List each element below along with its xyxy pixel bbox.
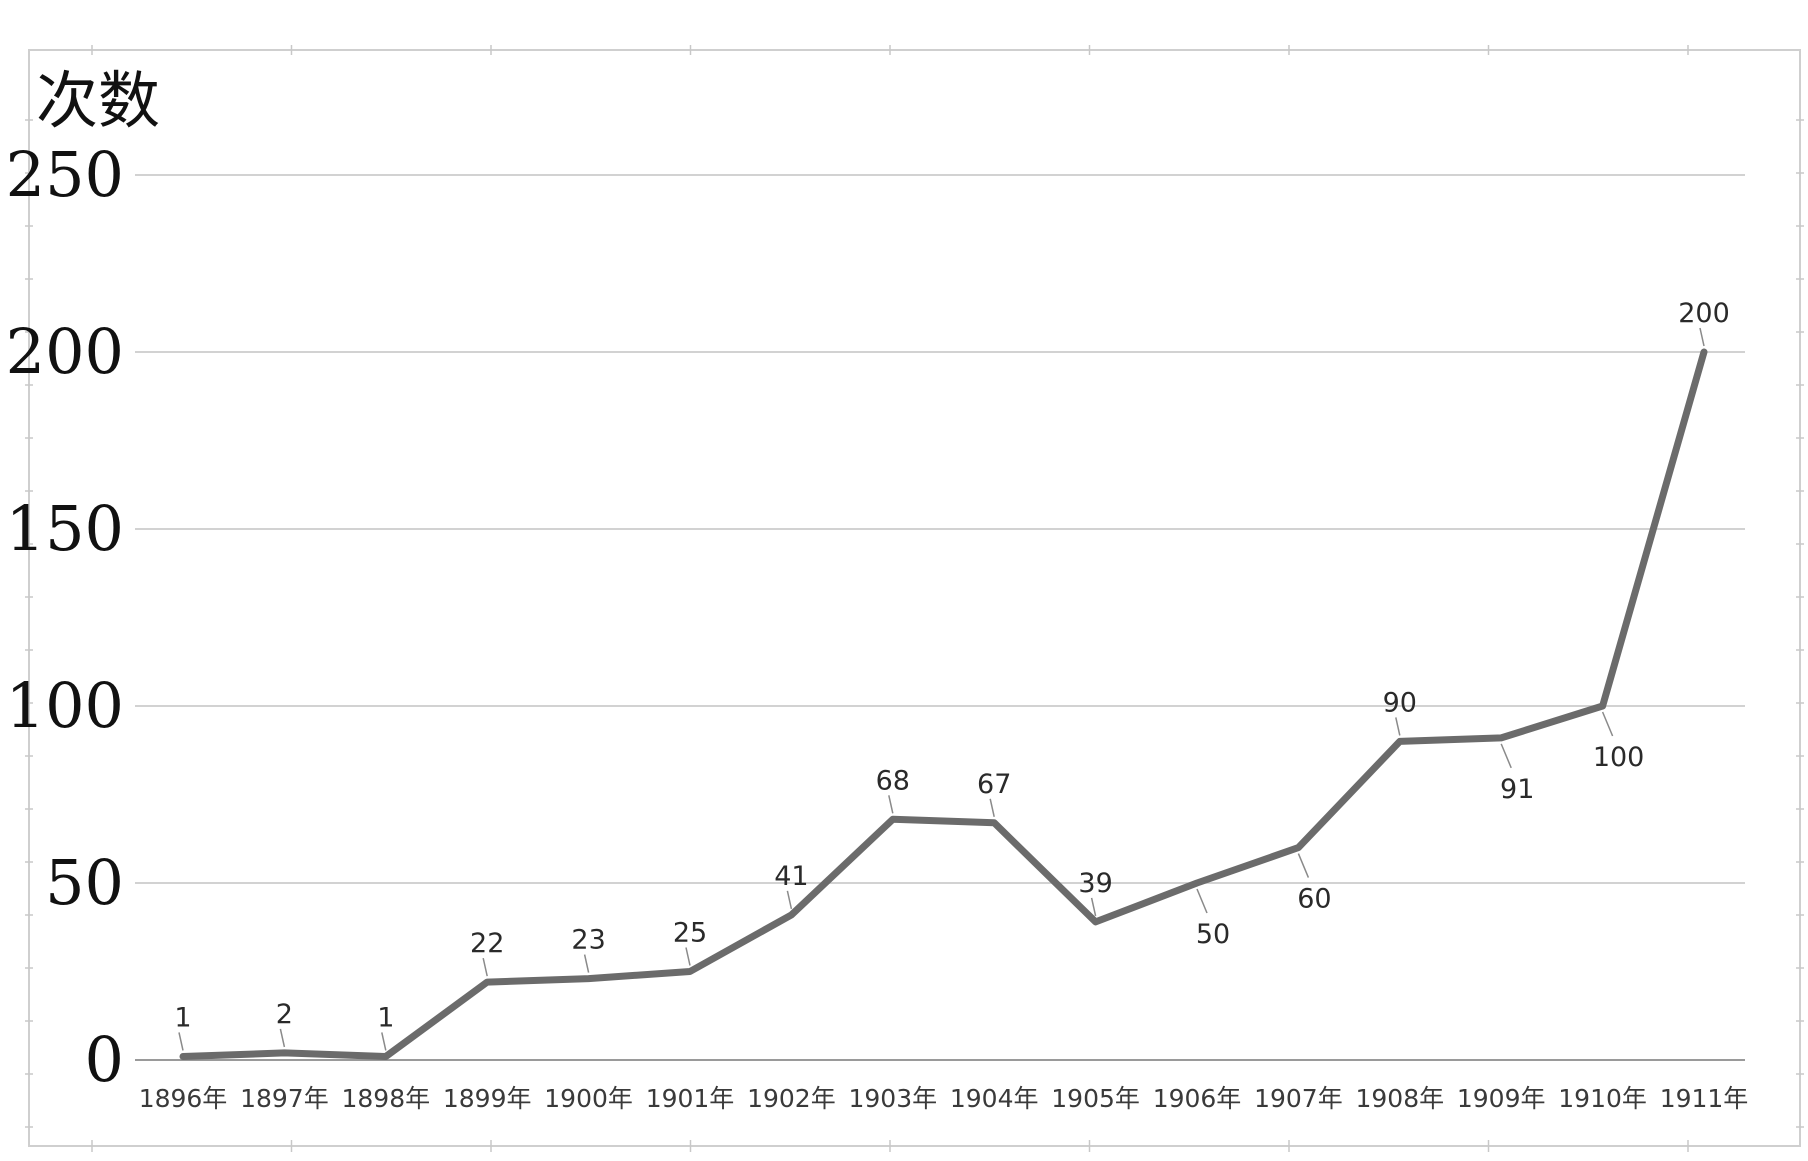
x-tick-labels: 1896年 1897年 1898年 1899年 1900年 1901年 1902年 1903年… (139, 1084, 1749, 1113)
data-label-leader (1196, 888, 1208, 914)
data-label: 91 (1500, 774, 1534, 805)
data-label-leader (786, 890, 793, 910)
data-label-leader (1601, 711, 1614, 737)
y-tick-label: 50 (45, 846, 124, 919)
x-tick-label: 1899年 (443, 1084, 532, 1113)
data-label: 23 (571, 925, 605, 956)
series-line (179, 348, 1708, 1060)
data-label-leader (1297, 853, 1310, 878)
x-tick-label: 1904年 (950, 1084, 1039, 1113)
data-label: 68 (876, 765, 910, 796)
series-group (179, 348, 1708, 1060)
data-label: 90 (1383, 687, 1417, 718)
chart-frame (28, 49, 1801, 1147)
x-tick-label: 1900年 (544, 1084, 633, 1113)
data-label: 60 (1297, 884, 1331, 915)
data-label-leader (381, 1032, 387, 1051)
y-tick-label: 200 (6, 315, 124, 388)
data-label-leader (888, 795, 894, 814)
x-tick-label: 1903年 (848, 1084, 937, 1113)
x-tick-label: 1910年 (1558, 1084, 1647, 1113)
x-tick-label: 1909年 (1457, 1084, 1546, 1113)
data-label-leader (482, 957, 488, 977)
data-label: 1 (377, 1002, 394, 1033)
frame-ticks (25, 45, 1804, 1152)
y-tick-label: 100 (6, 669, 124, 742)
y-tick-label: 150 (6, 492, 124, 565)
y-tick-label: 0 (85, 1023, 124, 1096)
data-label: 100 (1593, 742, 1645, 773)
data-label-leader (583, 954, 590, 973)
x-tick-label: 1908年 (1355, 1084, 1444, 1113)
data-label: 25 (673, 918, 707, 949)
data-label: 1 (174, 1002, 191, 1033)
data-label: 41 (774, 861, 808, 892)
x-tick-label: 1911年 (1660, 1084, 1749, 1113)
data-label-leader (989, 798, 995, 817)
x-tick-label: 1896年 (139, 1084, 228, 1113)
y-axis-label: 次数 (36, 64, 160, 137)
x-tick-label: 1898年 (341, 1084, 430, 1113)
y-tick-label: 250 (6, 138, 124, 211)
data-label-leader (1090, 897, 1097, 917)
x-tick-label: 1897年 (240, 1084, 329, 1113)
x-tick-label: 1902年 (747, 1084, 836, 1113)
data-label-leader (1500, 743, 1512, 769)
data-label: 200 (1678, 298, 1730, 329)
data-label: 39 (1078, 868, 1112, 899)
data-label: 22 (470, 928, 504, 959)
x-tick-label: 1906年 (1153, 1084, 1242, 1113)
y-tick-labels: 0 50 100 150 200 250 (6, 138, 124, 1096)
x-tick-label: 1901年 (646, 1084, 735, 1113)
data-label-leader (279, 1028, 286, 1048)
data-label: 2 (276, 999, 293, 1030)
x-tick-label: 1905年 (1051, 1084, 1140, 1113)
data-label-leader (1395, 717, 1401, 736)
data-label-leader (685, 947, 691, 966)
data-label: 67 (977, 769, 1011, 800)
data-label: 50 (1196, 919, 1230, 950)
x-tick-label: 1907年 (1254, 1084, 1343, 1113)
data-label-leader (178, 1032, 184, 1051)
data-label-leader (1699, 327, 1705, 347)
gridlines (135, 174, 1745, 1061)
